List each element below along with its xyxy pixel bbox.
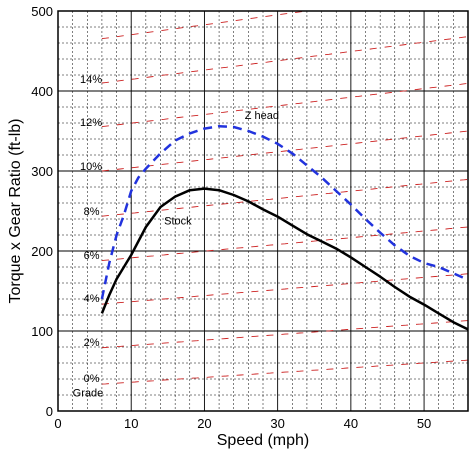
grade-line (101, 320, 469, 349)
grade-line (101, 178, 469, 217)
y-tick-label: 100 (31, 324, 53, 339)
grade-label: 14% (80, 74, 102, 86)
series-line (100, 187, 469, 331)
grade-label: 4% (84, 293, 100, 305)
grade-label: 2% (84, 337, 100, 349)
grade-lines: Grade 0% 2% 4% 6% 8% 10% 12% 14% (73, 10, 469, 400)
x-tick-label: 20 (197, 416, 211, 431)
grade-label: Grade (73, 388, 104, 400)
grade-line (101, 226, 469, 262)
grade-line (101, 36, 469, 84)
grade-line (101, 130, 469, 172)
grade-label: 12% (80, 117, 102, 129)
y-tick-label: 300 (31, 164, 53, 179)
x-axis-label: Speed (mph) (217, 432, 310, 449)
series-annotation: Z head (245, 110, 279, 122)
x-tick-label: 30 (270, 416, 284, 431)
annotations: Stock Z head (164, 110, 279, 228)
series-line (100, 124, 469, 300)
y-axis-label: Torque x Gear Ratio (ft-lb) (7, 119, 24, 304)
y-tick-label: 400 (31, 84, 53, 99)
grade-line (101, 273, 469, 305)
grade-line (101, 10, 304, 40)
y-tick-label: 500 (31, 4, 53, 19)
data-series (100, 124, 469, 331)
plot-frame (57, 10, 469, 412)
grade-label: 10% (80, 161, 102, 173)
grade-label: 0% (84, 373, 100, 385)
grade-label: 6% (84, 250, 100, 262)
grade-label: 8% (84, 206, 100, 218)
x-tick-label: 0 (54, 416, 61, 431)
x-tick-label: 40 (344, 416, 358, 431)
grade-line (101, 82, 469, 128)
y-tick-label: 200 (31, 244, 53, 259)
grade-line (101, 359, 469, 385)
y-tick-label: 0 (46, 404, 53, 419)
x-tick-label: 50 (417, 416, 431, 431)
series-annotation: Stock (164, 216, 192, 228)
grid (57, 10, 469, 412)
x-tick-label: 10 (124, 416, 138, 431)
